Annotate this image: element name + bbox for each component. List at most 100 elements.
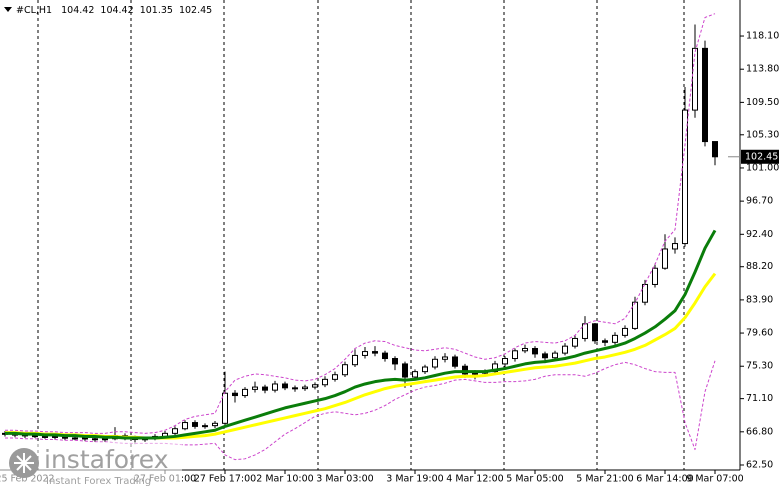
- x-tick-label: 2 Mar 10:00: [256, 474, 313, 485]
- header-close: 102.45: [179, 5, 212, 16]
- candle-body: [552, 352, 558, 359]
- candle-body: [422, 366, 428, 373]
- candle-body: [472, 372, 478, 375]
- y-tick-label: 79.60: [746, 328, 773, 339]
- y-tick-label: 92.40: [746, 229, 773, 240]
- candle-body: [182, 422, 188, 430]
- candle-body: [322, 378, 328, 386]
- candle-body: [302, 386, 308, 390]
- y-tick-label: 109.50: [746, 97, 779, 108]
- candle-body: [592, 323, 598, 342]
- candle-body: [612, 334, 618, 343]
- candle-body: [602, 340, 608, 343]
- x-tick-label: 5 Mar 21:00: [576, 474, 633, 485]
- candle-body: [572, 337, 578, 347]
- candle-body: [202, 425, 208, 428]
- candle-body: [562, 345, 568, 354]
- candle-body: [402, 363, 408, 378]
- y-tick-label: 62.50: [746, 459, 773, 470]
- candle-body: [702, 47, 708, 143]
- candle-body: [502, 358, 508, 365]
- header-low: 101.35: [140, 5, 173, 16]
- logo-icon-mark: [14, 453, 34, 473]
- period-separators: [37, 0, 685, 470]
- candle-body: [252, 386, 258, 390]
- candle-body: [292, 387, 298, 390]
- candle-body: [42, 435, 48, 438]
- header-text: #CL,H1 104.42 104.42 101.35 102.45: [16, 5, 212, 16]
- candle-body: [272, 383, 278, 391]
- header-high: 104.42: [100, 5, 133, 16]
- candle-body: [332, 374, 338, 380]
- indicator-line: [5, 13, 716, 434]
- logo-tagline: Instant Forex Trading: [46, 476, 151, 487]
- candle-body: [522, 347, 528, 352]
- y-tick-label: 88.20: [746, 261, 773, 272]
- x-tick-label: 3 Mar 03:00: [316, 474, 373, 485]
- x-tick-label: 3 Mar 19:00: [386, 474, 443, 485]
- candle-body: [82, 437, 88, 440]
- candle-body: [172, 428, 178, 434]
- candle-body: [492, 363, 498, 373]
- candle-body: [622, 327, 628, 336]
- candle-body: [462, 365, 468, 375]
- candle-body: [392, 358, 398, 365]
- x-tick-label: 4 Mar 12:00: [446, 474, 503, 485]
- x-tick-label: 9 Mar 07:00: [686, 474, 743, 485]
- candle-body: [532, 347, 538, 355]
- y-tick-label: 75.30: [746, 361, 773, 372]
- candle-body: [212, 422, 218, 427]
- candle-body: [542, 353, 548, 359]
- y-tick-label: 83.90: [746, 294, 773, 305]
- price-label-box: [741, 149, 779, 164]
- y-tick-label: 105.30: [746, 129, 779, 140]
- candle-body: [682, 109, 688, 245]
- candle-body: [52, 435, 58, 438]
- candle-body: [512, 350, 518, 360]
- candle-body: [72, 437, 78, 440]
- y-tick-label: 71.10: [746, 393, 773, 404]
- candle-body: [432, 358, 438, 368]
- candle-body: [242, 388, 248, 397]
- candle-body: [32, 435, 38, 438]
- candle-body: [442, 356, 448, 360]
- y-tick-label: 96.70: [746, 196, 773, 207]
- candle-body: [372, 351, 378, 354]
- y-tick-label: 118.10: [746, 31, 779, 42]
- candle-body: [692, 47, 698, 111]
- candle-body: [282, 383, 288, 389]
- candle-body: [662, 248, 668, 269]
- candle-body: [342, 364, 348, 376]
- candle-body: [642, 283, 648, 303]
- header-open: 104.42: [61, 5, 94, 16]
- x-tick-label: 5 Mar 05:00: [506, 474, 563, 485]
- candle-body: [582, 323, 588, 339]
- header: #CL,H1 104.42 104.42 101.35 102.45: [4, 5, 212, 16]
- candle-body: [712, 141, 718, 158]
- y-tick-label: 66.80: [746, 426, 773, 437]
- candle-body: [232, 392, 238, 397]
- logo-name: instaforex: [44, 445, 169, 474]
- y-tick-label: 101.00: [746, 162, 779, 173]
- candle-body: [632, 301, 638, 329]
- candle-body: [62, 436, 68, 439]
- symbol: #CL,H1: [16, 5, 52, 16]
- x-tick-label: 27 Feb 17:00: [194, 474, 256, 485]
- x-tick-label: 6 Mar 14:00: [636, 474, 693, 485]
- candle-body: [312, 384, 318, 388]
- candle-body: [102, 438, 108, 441]
- plot: [2, 13, 718, 461]
- candle-body: [92, 438, 98, 441]
- candle-body: [652, 267, 658, 285]
- candle-body: [382, 352, 388, 360]
- candle-body: [412, 371, 418, 378]
- candle-body: [352, 354, 358, 366]
- indicator-line: [5, 229, 717, 440]
- candle-body: [672, 243, 678, 250]
- header-arrow: [4, 7, 12, 12]
- y-tick-label: 113.80: [746, 64, 779, 75]
- candle-body: [192, 422, 198, 427]
